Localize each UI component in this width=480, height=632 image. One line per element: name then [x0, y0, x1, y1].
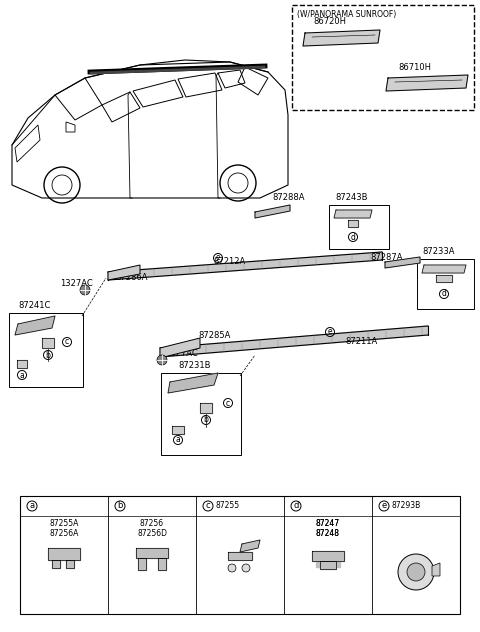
Polygon shape	[160, 338, 200, 358]
Circle shape	[398, 554, 434, 590]
Polygon shape	[386, 75, 468, 91]
Text: b: b	[117, 502, 123, 511]
Text: e: e	[382, 502, 386, 511]
Polygon shape	[160, 326, 428, 357]
Polygon shape	[138, 558, 146, 570]
Text: e: e	[328, 327, 332, 336]
Polygon shape	[432, 563, 440, 576]
Text: 1327AC: 1327AC	[165, 348, 198, 358]
Text: 87212A: 87212A	[214, 257, 246, 267]
Polygon shape	[303, 30, 380, 46]
Text: c: c	[206, 502, 210, 511]
Text: e: e	[216, 253, 220, 262]
Text: d: d	[442, 289, 446, 298]
Text: 87287A: 87287A	[370, 253, 403, 262]
Polygon shape	[136, 548, 168, 558]
Polygon shape	[168, 373, 218, 393]
Polygon shape	[334, 210, 372, 218]
Text: 87293B: 87293B	[392, 502, 421, 511]
Polygon shape	[312, 551, 344, 561]
Text: d: d	[350, 233, 355, 241]
Text: 87247: 87247	[316, 520, 340, 528]
Text: 86710H: 86710H	[398, 63, 431, 73]
Text: 87288A: 87288A	[272, 193, 304, 202]
Polygon shape	[66, 560, 74, 568]
Polygon shape	[15, 316, 55, 335]
Polygon shape	[48, 548, 80, 560]
Text: 87247: 87247	[316, 520, 340, 528]
Circle shape	[157, 355, 167, 365]
Polygon shape	[172, 426, 184, 434]
Text: 87231B: 87231B	[178, 360, 211, 370]
Text: a: a	[29, 502, 35, 511]
Polygon shape	[240, 540, 260, 552]
Polygon shape	[228, 552, 252, 560]
Text: (W/PANORAMA SUNROOF): (W/PANORAMA SUNROOF)	[297, 9, 396, 18]
Polygon shape	[255, 205, 290, 218]
Text: 87241C: 87241C	[18, 300, 50, 310]
Polygon shape	[385, 257, 420, 268]
Polygon shape	[422, 265, 466, 273]
Polygon shape	[158, 558, 166, 570]
Text: 87211A: 87211A	[345, 337, 377, 346]
Text: 87248: 87248	[316, 530, 340, 538]
Text: 1327AC: 1327AC	[60, 279, 93, 288]
Polygon shape	[336, 561, 340, 567]
Text: 87255: 87255	[216, 502, 240, 511]
Circle shape	[228, 564, 236, 572]
Text: 87233A: 87233A	[422, 248, 455, 257]
Text: 87256: 87256	[140, 520, 164, 528]
Circle shape	[80, 285, 90, 295]
Polygon shape	[108, 252, 382, 280]
Text: 87256D: 87256D	[137, 530, 167, 538]
Text: c: c	[226, 399, 230, 408]
Text: 87243B: 87243B	[335, 193, 368, 202]
Text: 87255A: 87255A	[49, 520, 79, 528]
Text: 86720H: 86720H	[313, 18, 346, 27]
Text: c: c	[65, 337, 69, 346]
Polygon shape	[348, 220, 358, 227]
Polygon shape	[320, 561, 336, 569]
Text: 87256A: 87256A	[49, 530, 79, 538]
Text: a: a	[176, 435, 180, 444]
Text: 87286A: 87286A	[115, 274, 147, 283]
Polygon shape	[316, 561, 320, 567]
Polygon shape	[200, 403, 212, 413]
Text: 87248: 87248	[316, 530, 340, 538]
Polygon shape	[108, 265, 140, 280]
Polygon shape	[42, 338, 54, 348]
Text: b: b	[46, 351, 50, 360]
Circle shape	[242, 564, 250, 572]
Text: d: d	[293, 502, 299, 511]
Circle shape	[407, 563, 425, 581]
Text: 87285A: 87285A	[198, 331, 230, 339]
Polygon shape	[52, 560, 60, 568]
Polygon shape	[17, 360, 27, 368]
Text: b: b	[204, 415, 208, 425]
Polygon shape	[436, 275, 452, 282]
Text: a: a	[20, 370, 24, 379]
